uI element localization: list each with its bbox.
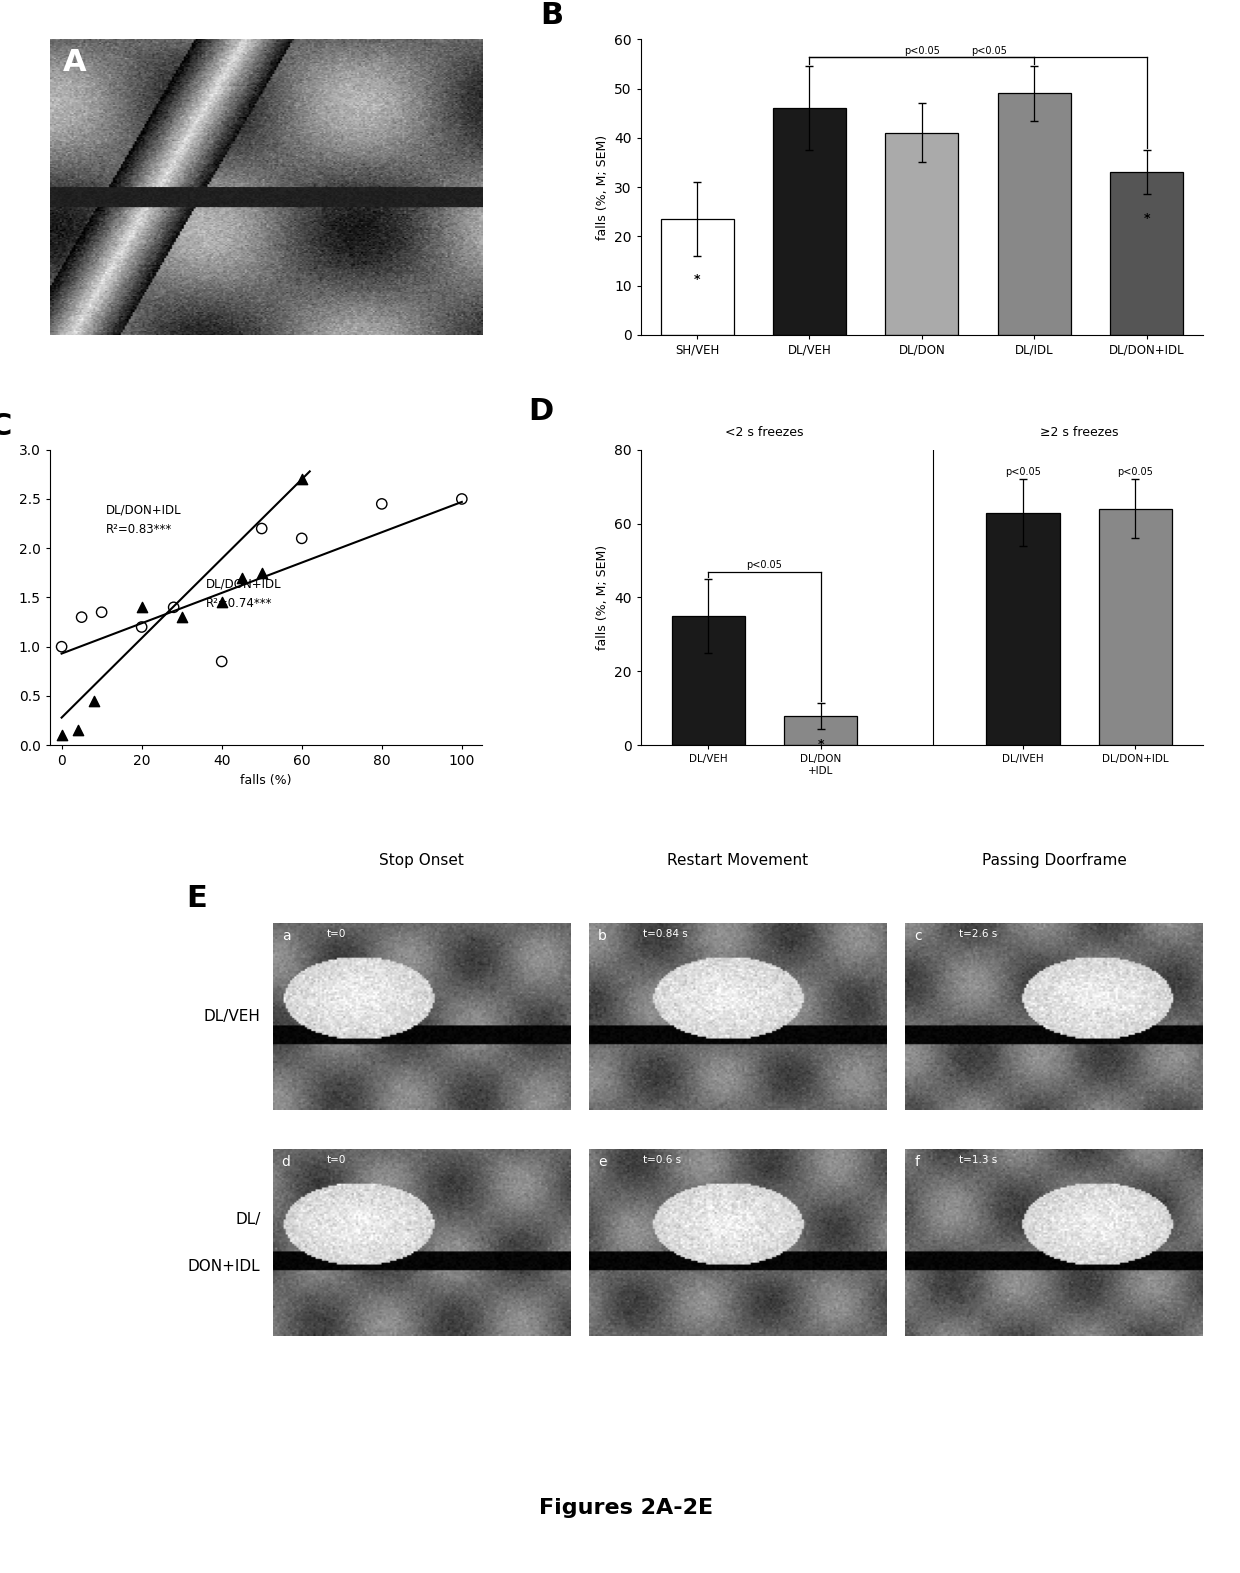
Text: C: C [0,412,11,440]
Point [131,615,151,640]
Text: p<0.05: p<0.05 [1117,467,1153,478]
Bar [1110,173,1183,335]
Point [164,595,184,620]
Text: ≥2 s freezes: ≥2 s freezes [1040,426,1118,439]
Text: DON+IDL: DON+IDL [187,1258,260,1274]
Text: DL/DON+IDL: DL/DON+IDL [206,577,281,590]
Y-axis label: falls (%, M; SEM): falls (%, M; SEM) [595,544,609,650]
Point [68,717,88,742]
Text: DL/VEH: DL/VEH [203,1008,260,1024]
Text: D: D [528,396,554,426]
Text: t=0: t=0 [326,928,346,939]
Point [212,590,232,615]
Text: A: A [62,49,87,77]
Text: <2 s freezes: <2 s freezes [725,426,804,439]
Text: p<0.05: p<0.05 [904,46,940,55]
Text: p<0.05: p<0.05 [971,46,1007,55]
Text: f: f [914,1155,919,1169]
Text: Stop Onset: Stop Onset [379,853,464,868]
Text: *: * [817,738,823,750]
Text: *: * [694,274,701,286]
Text: Figures 2A-2E: Figures 2A-2E [539,1499,713,1518]
Text: b: b [598,928,606,942]
Text: *: * [1143,212,1149,225]
Text: d: d [281,1155,290,1169]
Text: DL/: DL/ [236,1211,260,1227]
Point [72,604,92,629]
Point [52,722,72,747]
Bar [773,109,846,335]
Y-axis label: falls (%, M; SEM): falls (%, M; SEM) [595,134,609,239]
Bar [885,132,959,335]
Point [212,650,232,675]
Point [252,560,272,585]
Bar [1099,508,1172,746]
Point [92,599,112,624]
Text: t=1.3 s: t=1.3 s [959,1155,997,1166]
Text: e: e [598,1155,606,1169]
Bar [672,617,745,746]
Point [252,516,272,541]
Point [84,689,104,714]
Text: B: B [539,2,563,30]
Text: t=0.6 s: t=0.6 s [642,1155,681,1166]
Text: p<0.05: p<0.05 [746,560,782,569]
Point [451,486,471,511]
Point [52,634,72,659]
Text: a: a [281,928,290,942]
Bar [784,716,857,746]
Text: Restart Movement: Restart Movement [667,853,808,868]
Text: E: E [186,884,207,912]
Text: R²=0.83***: R²=0.83*** [105,524,172,536]
Text: Passing Doorframe: Passing Doorframe [982,853,1126,868]
Point [291,525,311,551]
Text: t=2.6 s: t=2.6 s [959,928,997,939]
Text: DL/DON+IDL: DL/DON+IDL [105,503,181,518]
Text: t=0.84 s: t=0.84 s [642,928,687,939]
Bar [661,219,734,335]
Point [232,565,252,590]
Point [172,604,192,629]
Text: t=0: t=0 [326,1155,346,1166]
X-axis label: falls (%): falls (%) [241,774,291,786]
Point [372,491,392,516]
Text: c: c [914,928,921,942]
Text: R²=0.74***: R²=0.74*** [206,598,273,610]
Point [131,595,151,620]
Bar [987,513,1059,746]
Bar [998,93,1071,335]
Text: p<0.05: p<0.05 [1006,467,1040,478]
Point [291,467,311,492]
